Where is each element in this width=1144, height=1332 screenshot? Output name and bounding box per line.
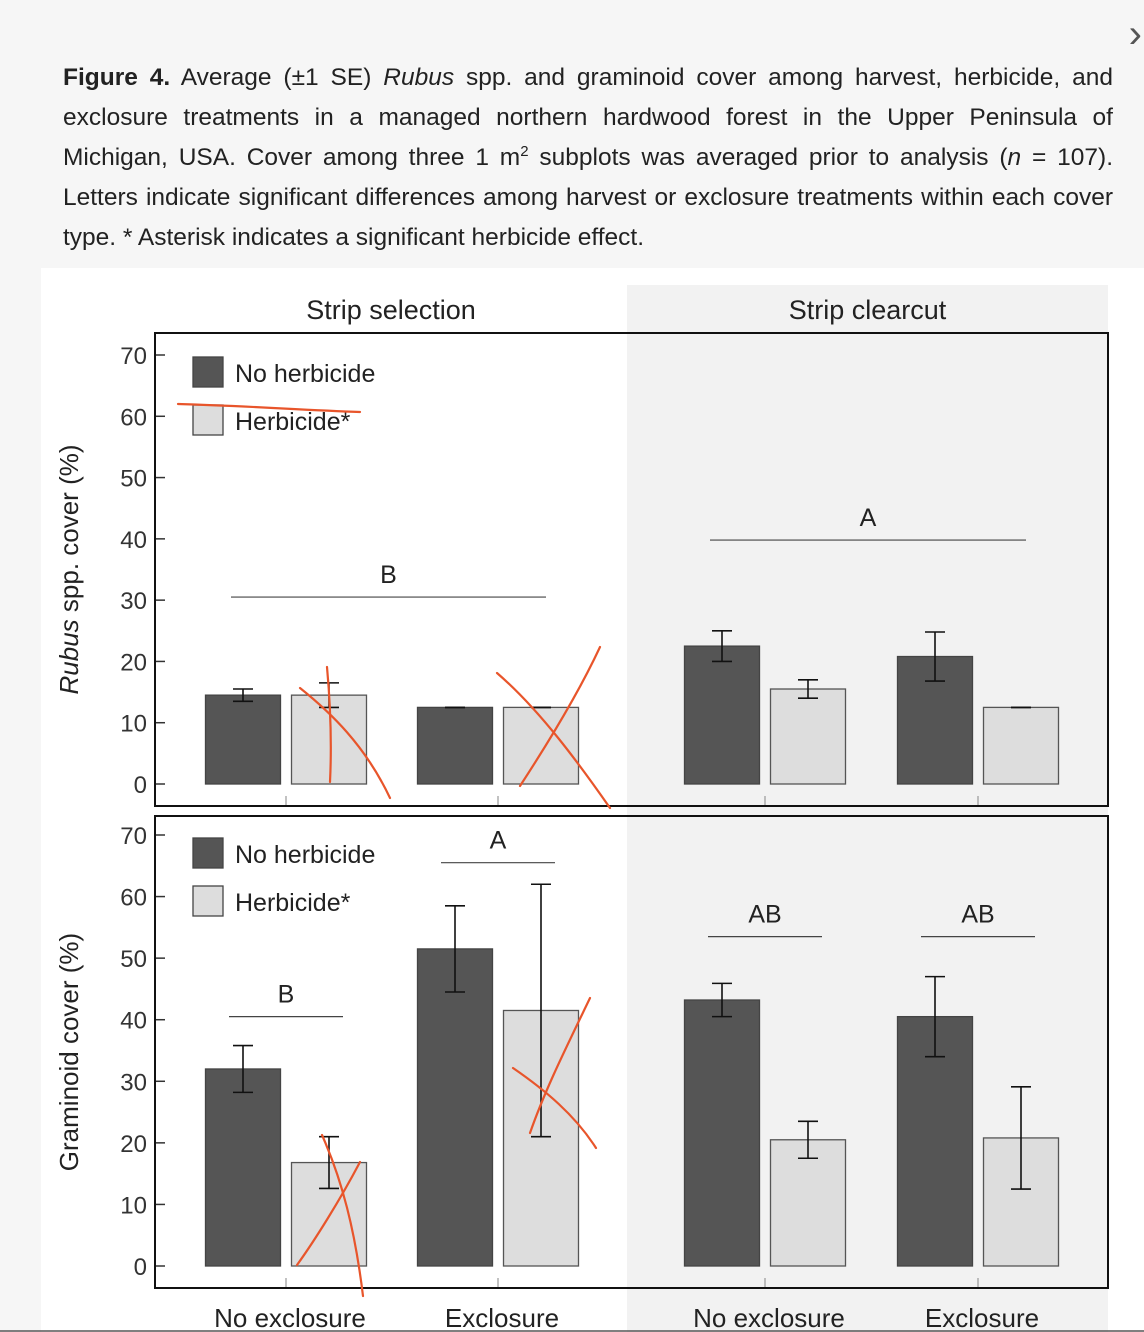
significance-letter: A <box>490 827 507 855</box>
y-axis-label: Rubus spp. cover (%) <box>54 445 84 695</box>
annotation-stroke <box>325 665 332 784</box>
legend-swatch <box>192 404 224 436</box>
legend-label: No herbicide <box>235 841 375 869</box>
annotation-stroke <box>495 671 612 810</box>
annotation-stroke <box>320 1133 365 1298</box>
y-tick-label: 30 <box>120 588 147 615</box>
y-tick-label: 60 <box>120 404 147 431</box>
bar <box>982 706 1060 785</box>
x-category-label: Exclosure <box>445 1303 559 1332</box>
bar <box>416 948 494 1267</box>
legend-swatch <box>192 356 224 388</box>
bar <box>769 688 847 785</box>
caption-superscript: 2 <box>520 142 529 160</box>
y-tick-label: 50 <box>120 466 147 493</box>
caption-text-3: subplots was averaged prior to analysis … <box>528 144 1008 171</box>
facet-title-strip-clearcut: Strip clearcut <box>789 295 947 325</box>
y-axis-label: Graminoid cover (%) <box>54 933 84 1171</box>
chevron-right-icon[interactable]: › <box>1128 12 1142 56</box>
y-tick-label: 50 <box>120 946 147 973</box>
bar <box>769 1139 847 1267</box>
significance-letter: AB <box>748 901 781 929</box>
y-tick-label: 10 <box>120 1192 147 1219</box>
y-tick-label: 60 <box>120 885 147 912</box>
annotation-stroke <box>528 996 592 1135</box>
significance-letter: B <box>278 981 295 1009</box>
bar <box>683 999 761 1267</box>
bar <box>204 694 282 785</box>
legend-swatch <box>192 837 224 869</box>
x-category-label: No exclosure <box>214 1303 366 1332</box>
y-tick-label: 0 <box>134 1254 147 1281</box>
panel-frame <box>154 332 1109 807</box>
bar <box>416 706 494 785</box>
panel-rubus: 0 10 20 30 40 50 60 70 Rubus spp. cover (%) B A No … <box>54 332 1109 807</box>
annotation-stroke <box>518 645 602 788</box>
caption-n: n <box>1007 144 1022 171</box>
y-tick-label: 20 <box>120 649 147 676</box>
caption-text-1: Average (±1 SE) <box>170 64 384 91</box>
y-tick-label: 0 <box>134 772 147 799</box>
significance-letter: B <box>380 561 397 589</box>
legend-swatch <box>192 885 224 917</box>
figure-caption: Figure 4. Average (±1 SE) Rubus spp. and… <box>63 58 1113 258</box>
annotation-stroke <box>511 1066 598 1150</box>
bar <box>204 1068 282 1267</box>
legend-label: No herbicide <box>235 360 375 388</box>
legend-label: Herbicide* <box>235 889 351 917</box>
y-tick-label: 40 <box>120 1008 147 1035</box>
x-category-label: Exclosure <box>925 1303 1039 1332</box>
legend-label: Herbicide* <box>235 408 351 436</box>
panel-frame <box>154 815 1109 1289</box>
y-tick-label: 70 <box>120 343 147 370</box>
figure-label: Figure 4. <box>63 64 171 91</box>
annotation-stroke <box>176 402 362 414</box>
caption-text-4: = 107). Letters indicate significant dif… <box>63 144 1113 251</box>
significance-letter: A <box>860 504 877 532</box>
significance-letter: AB <box>961 901 994 929</box>
bar <box>683 645 761 785</box>
y-tick-label: 20 <box>120 1131 147 1158</box>
caption-text-2: spp. and graminoid cover among harvest, … <box>63 64 1113 171</box>
y-tick-label: 10 <box>120 711 147 738</box>
facet-title-strip-selection: Strip selection <box>306 295 476 325</box>
annotation-stroke <box>298 686 392 800</box>
y-tick-label: 40 <box>120 527 147 554</box>
bar <box>896 1015 974 1267</box>
panel-graminoid: 0 10 20 30 40 50 60 70 Graminoid cover (%) B A AB AB… <box>54 815 1109 1289</box>
y-tick-label: 30 <box>120 1069 147 1096</box>
x-category-label: No exclosure <box>693 1303 845 1332</box>
hand-annotations <box>176 402 612 1298</box>
caption-genus: Rubus <box>383 64 455 91</box>
y-tick-label: 70 <box>120 823 147 850</box>
annotation-stroke <box>295 1160 362 1267</box>
